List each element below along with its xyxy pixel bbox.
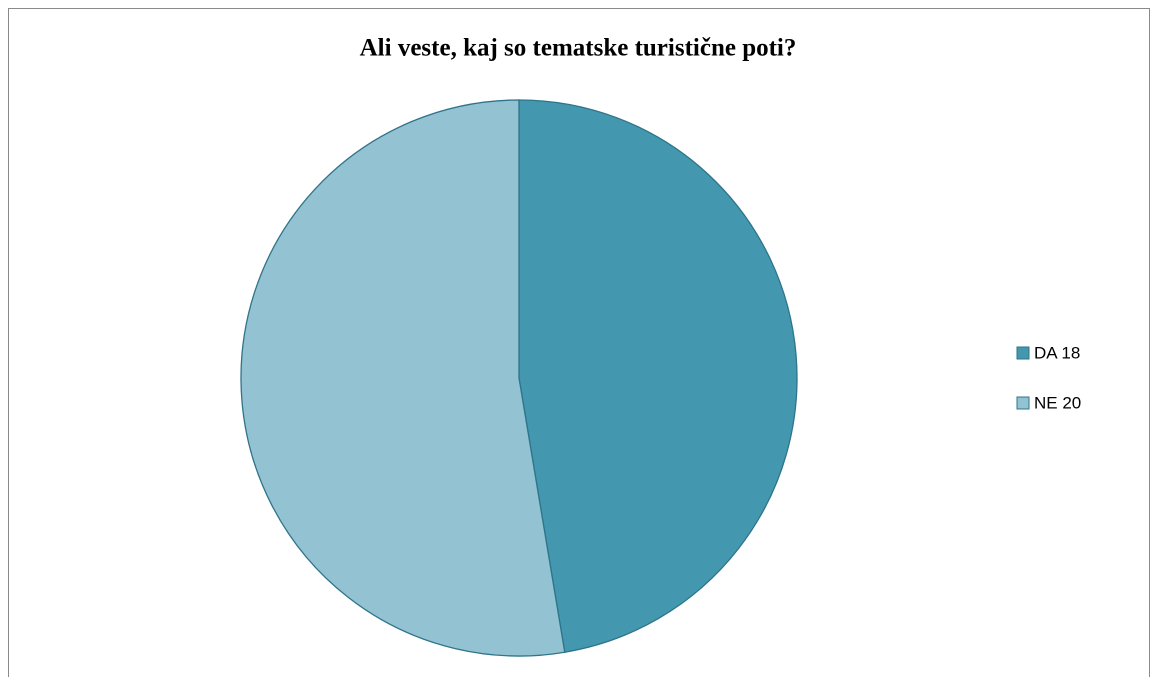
legend-label: NE 20 bbox=[1034, 393, 1081, 412]
legend-label: DA 18 bbox=[1034, 343, 1080, 362]
pie-slice bbox=[518, 99, 798, 653]
pie-slice bbox=[240, 99, 566, 657]
chart-border bbox=[8, 8, 1150, 677]
chart-title: Ali veste, kaj so tematske turistične po… bbox=[360, 35, 797, 62]
legend-swatch bbox=[1016, 396, 1030, 410]
legend-swatch bbox=[1016, 346, 1030, 360]
